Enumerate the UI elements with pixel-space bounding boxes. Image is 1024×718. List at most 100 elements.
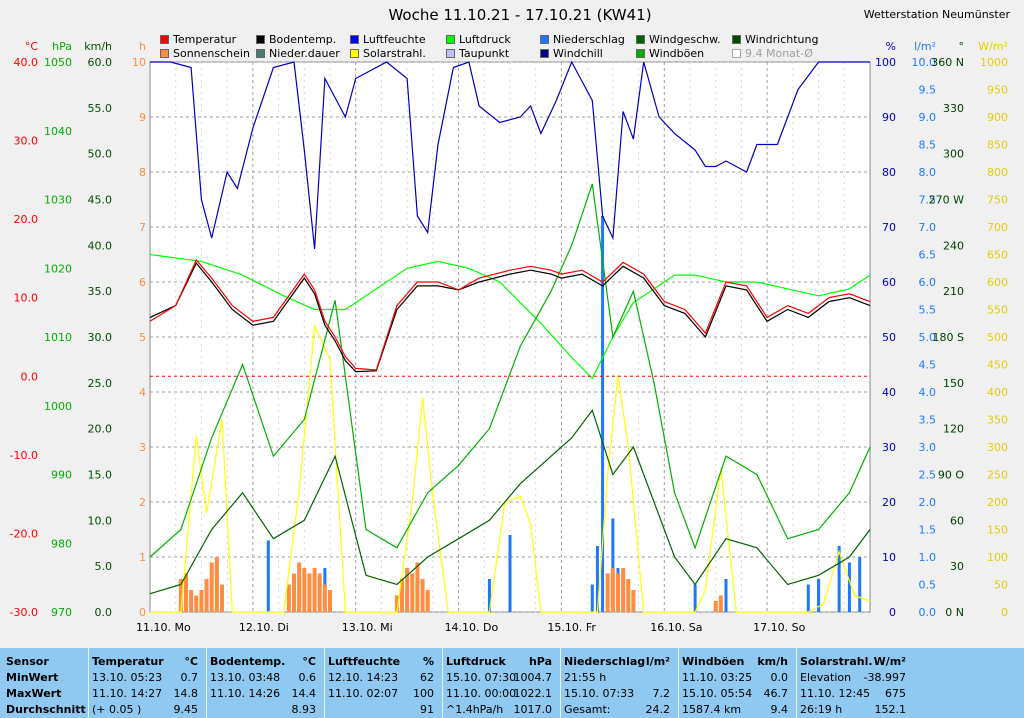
- axis-tick-hours: 9: [139, 111, 146, 124]
- legend-item[interactable]: 9.4 Monat-Ø: [732, 46, 813, 60]
- bar-Sonnenschein: [204, 579, 209, 612]
- axis-tick-hours: 6: [139, 276, 146, 289]
- axis-tick-humidity: 60: [882, 276, 896, 289]
- axis-tick-humidity: 10: [882, 551, 896, 564]
- x-tick-label: 14.10. Do: [445, 621, 499, 634]
- axis-tick-solar: 500: [987, 331, 1008, 344]
- bar-Sonnenschein: [328, 590, 332, 612]
- axis-unit-pressure: hPa: [52, 40, 72, 53]
- axis-tick-hours: 1: [139, 551, 146, 564]
- legend-item[interactable]: Windrichtung: [732, 32, 818, 46]
- stats-cell-meta: 12.10. 14:23: [328, 671, 399, 684]
- axis-unit-temp: °C: [25, 40, 39, 53]
- axis-tick-temp: -20.0: [10, 527, 38, 540]
- axis-tick-humidity: 0: [889, 606, 896, 619]
- legend-item[interactable]: Niederschlag: [540, 32, 625, 46]
- stats-row-label: Durchschnitt: [6, 703, 86, 716]
- stats-cell-value: 8.93: [291, 703, 317, 716]
- axis-unit-humidity: %: [886, 40, 896, 53]
- stats-cell-meta: 11.10. 14:26: [210, 687, 281, 700]
- axis-tick-wind: 60.0: [88, 56, 113, 69]
- stats-unit: l/m²: [645, 655, 670, 668]
- legend-item[interactable]: Sonnenschein: [160, 46, 250, 60]
- legend-swatch: [732, 48, 741, 58]
- axis-tick-solar: 550: [987, 304, 1008, 317]
- lines: [149, 60, 871, 613]
- stats-cell-value: 9.45: [173, 703, 199, 716]
- bar-Sonnenschein: [199, 590, 204, 612]
- axis-tick-solar: 0: [1001, 606, 1008, 619]
- axis-tick-rain: 8.5: [919, 139, 937, 152]
- bar-Niederschlag: [847, 562, 851, 612]
- legend-item[interactable]: Taupunkt: [446, 46, 509, 60]
- stats-header: Windböen: [682, 655, 745, 668]
- axis-tick-direction: 150: [943, 377, 964, 390]
- axis-tick-solar: 600: [987, 276, 1008, 289]
- axis-tick-rain: 2.0: [919, 496, 937, 509]
- stats-unit: W/m²: [873, 655, 906, 668]
- axis-tick-rain: 1.0: [919, 551, 937, 564]
- axis-unit-hours: h: [139, 40, 146, 53]
- legend-item[interactable]: Temperatur: [160, 32, 236, 46]
- stats-column: Luftfeuchte% 12.10. 14:23 62 11.10. 02:07 10…: [328, 654, 438, 718]
- bar-Sonnenschein: [631, 590, 636, 612]
- legend-item[interactable]: Solarstrahl.: [350, 46, 426, 60]
- axis-tick-solar: 650: [987, 249, 1008, 262]
- stats-cell-value: 152.1: [874, 703, 907, 716]
- legend-item[interactable]: Windböen: [636, 46, 704, 60]
- legend-label: Solarstrahl.: [363, 46, 426, 60]
- bar-Sonnenschein: [394, 595, 399, 612]
- stats-cell-value: 100: [413, 687, 434, 700]
- bar-Sonnenschein: [209, 562, 214, 612]
- stats-cell-meta: 15.10. 05:54: [682, 687, 753, 700]
- bar-Sonnenschein: [420, 579, 425, 612]
- legend-swatch: [256, 48, 265, 58]
- legend-item[interactable]: Luftfeuchte: [350, 32, 426, 46]
- axis-tick-temp: 40.0: [14, 56, 39, 69]
- stats-separator: [324, 648, 325, 718]
- bar-Niederschlag: [601, 216, 605, 612]
- axis-tick-humidity: 40: [882, 386, 896, 399]
- axis-tick-solar: 450: [987, 359, 1008, 372]
- axis-tick-direction: 120: [943, 423, 964, 436]
- axis-tick-solar: 850: [987, 139, 1008, 152]
- axis-tick-wind: 0.0: [95, 606, 113, 619]
- axis-tick-direction: 180 S: [933, 331, 964, 344]
- stats-separator: [560, 648, 561, 718]
- axis-tick-hours: 10: [132, 56, 146, 69]
- bar-Niederschlag: [724, 579, 728, 612]
- axis-tick-wind: 10.0: [88, 514, 113, 527]
- bar-Sonnenschein: [184, 573, 188, 612]
- axis-tick-solar: 700: [987, 221, 1008, 234]
- stats-header: Sensor: [6, 655, 49, 668]
- axis-tick-pressure: 990: [51, 469, 72, 482]
- legend-label: Sonnenschein: [173, 46, 250, 60]
- legend-item[interactable]: Bodentemp.: [256, 32, 336, 46]
- stats-unit: %: [422, 655, 434, 668]
- legend-item[interactable]: Luftdruck: [446, 32, 511, 46]
- axis-tick-direction: 90 O: [938, 469, 964, 482]
- axis-tick-hours: 4: [139, 386, 146, 399]
- stats-cell-meta: ^1.4hPa/h: [446, 703, 504, 716]
- axis-tick-direction: 270 W: [929, 194, 964, 207]
- axis-tick-solar: 200: [987, 496, 1008, 509]
- bar-Niederschlag: [508, 535, 512, 612]
- axis-tick-temp: 10.0: [14, 292, 39, 305]
- legend-item[interactable]: Windchill: [540, 46, 603, 60]
- axis-tick-rain: 0.0: [919, 606, 937, 619]
- line-Windböen: [149, 183, 871, 558]
- axis-tick-hours: 3: [139, 441, 146, 454]
- legend-item[interactable]: Windgeschw.: [636, 32, 721, 46]
- axis-tick-solar: 250: [987, 469, 1008, 482]
- axis-tick-temp: 20.0: [14, 213, 39, 226]
- stats-cell-meta: 21:55 h: [564, 671, 607, 684]
- bar-Sonnenschein: [220, 584, 224, 612]
- legend-swatch: [256, 34, 265, 44]
- axis-tick-hours: 5: [139, 331, 146, 344]
- axis-tick-solar: 150: [987, 524, 1008, 537]
- bar-Sonnenschein: [415, 562, 420, 612]
- bar-Sonnenschein: [178, 579, 183, 612]
- axis-tick-direction: 60: [950, 514, 964, 527]
- legend-item[interactable]: Nieder.dauer: [256, 46, 340, 60]
- bar-Sonnenschein: [410, 573, 415, 612]
